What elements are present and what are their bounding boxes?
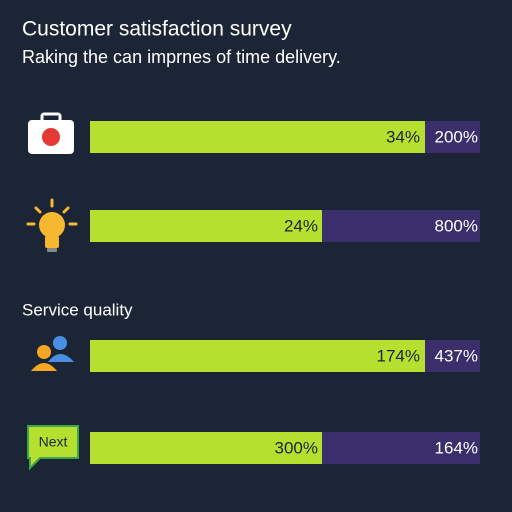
left-label: 300%: [275, 438, 318, 457]
icon-dot: [42, 128, 60, 146]
left-label: 174%: [377, 346, 420, 365]
right-label: 437%: [435, 346, 478, 365]
icon-handle: [40, 112, 62, 124]
icon-person: [31, 363, 57, 371]
bar-fill: [90, 432, 322, 464]
icon-rays: [26, 198, 78, 226]
bar-fill: [90, 340, 425, 372]
next-button[interactable]: [27, 425, 79, 471]
section-label: Service quality: [22, 300, 133, 319]
title: Customer satisfaction survey: [22, 18, 292, 41]
row: 34% 200%: [28, 112, 480, 154]
right-label: 800%: [435, 216, 478, 235]
row: 24% 800%: [26, 198, 480, 252]
bar-fill: [90, 121, 425, 153]
row: Next 300% 164%: [27, 425, 480, 471]
right-label: 200%: [435, 127, 478, 146]
icon-person: [37, 345, 51, 359]
icon-person: [53, 336, 67, 350]
subtitle: Raking the can imprnes of time delivery.: [22, 47, 341, 67]
next-label[interactable]: Next: [39, 434, 68, 450]
icon-person: [48, 354, 74, 362]
left-label: 34%: [386, 127, 420, 146]
icon-bulb-cap: [47, 248, 57, 252]
icon-bulb: [39, 212, 65, 238]
left-label: 24%: [284, 216, 318, 235]
right-label: 164%: [435, 438, 478, 457]
bar-fill: [90, 210, 322, 242]
row: 174% 437%: [31, 336, 480, 372]
icon-bulb-base: [45, 236, 59, 248]
